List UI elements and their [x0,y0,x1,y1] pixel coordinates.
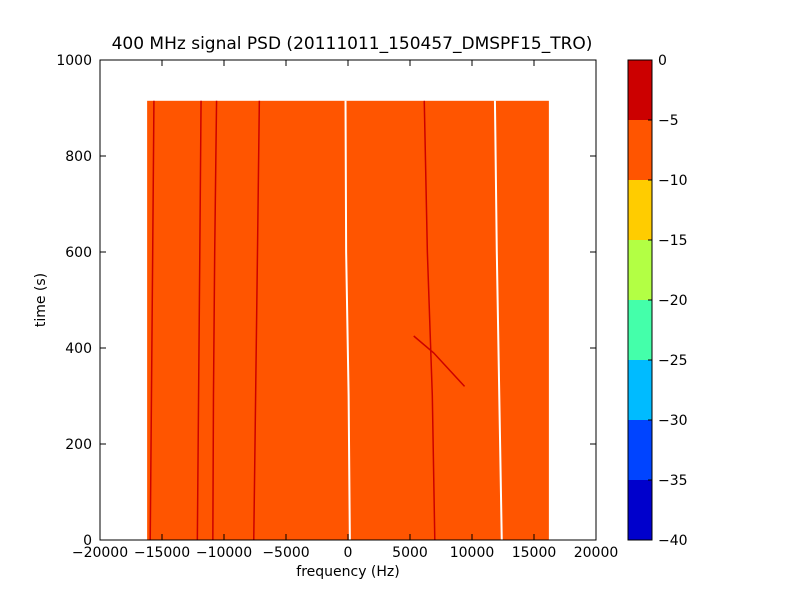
x-tick-label: −15000 [134,545,190,561]
x-tick-label: −10000 [196,545,252,561]
psd-trace-6 [413,335,466,387]
x-tick-label: 10000 [450,545,495,561]
x-tick-label: 5000 [392,545,428,561]
psd-trace-4 [253,100,261,541]
colorbar-segment [628,420,652,480]
colorbar-segment [628,300,652,360]
colorbar-tick-label: 0 [658,53,667,69]
colorbar-tick-label: −25 [658,353,688,369]
psd-trace-5 [423,100,436,541]
colorbar-tick-label: −30 [658,413,688,429]
colorbar-tick-label: −5 [658,113,679,129]
psd-trace-2 [196,100,202,541]
psd-trace-7 [344,100,351,541]
y-tick-label: 1000 [56,53,92,69]
y-tick-label: 200 [65,437,92,453]
x-tick-label: 15000 [512,545,557,561]
y-tick-label: 400 [65,341,92,357]
psd-trace-1 [149,100,155,541]
colorbar-tick-label: −15 [658,233,688,249]
colorbar-tick-label: −35 [658,473,688,489]
y-tick-label: 800 [65,149,92,165]
colorbar-segment [628,180,652,240]
colorbar-tick-label: −20 [658,293,688,309]
plot-area: −20000 −15000 −10000 −5000 0 5000 10000 15000 20… [56,53,618,561]
plot-title: 400 MHz signal PSD (20111011_150457_DMSP… [112,34,593,54]
colorbar-segment [628,480,652,540]
x-tick-label: −5000 [262,545,309,561]
y-tick-label: 0 [83,533,92,549]
x-axis-label: frequency (Hz) [296,564,399,580]
x-tick-label: −20000 [72,545,128,561]
colorbar-tick-label: −40 [658,533,688,549]
psd-trace-8 [493,100,503,541]
colorbar-segment [628,240,652,300]
colorbar-tick-label: −10 [658,173,688,189]
x-tick-label: 20000 [574,545,619,561]
y-axis-label: time (s) [33,273,49,327]
colorbar-segment [628,360,652,420]
psd-trace-3 [212,100,218,541]
colorbar-segment [628,60,652,120]
colorbar: 0 −5 −10 −15 −20 −25 −30 −35 −40 [627,53,688,549]
y-tick-label: 600 [65,245,92,261]
colorbar-segment [628,120,652,180]
x-tick-label: 0 [344,545,353,561]
